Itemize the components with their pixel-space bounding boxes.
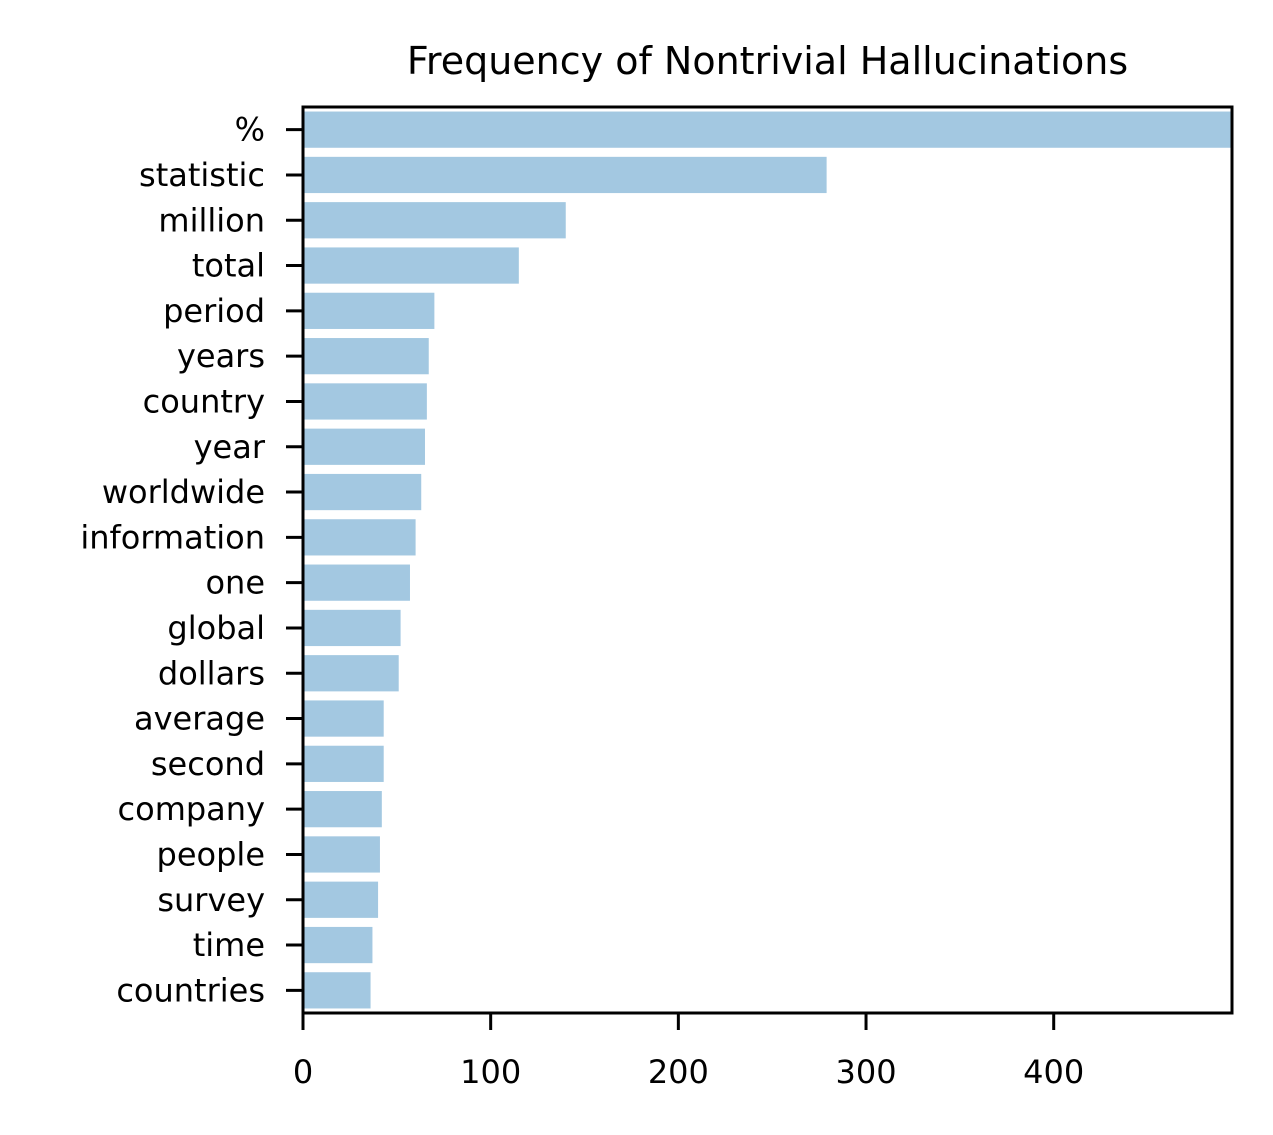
bar bbox=[303, 202, 566, 239]
x-tick-label: 400 bbox=[1023, 1053, 1084, 1091]
bar bbox=[303, 609, 401, 647]
chart-title: Frequency of Nontrivial Hallucinations bbox=[407, 39, 1128, 83]
x-axis-ticks: 0 100 200 300 400 bbox=[293, 1013, 1084, 1091]
bar bbox=[303, 655, 399, 692]
bar bbox=[303, 338, 429, 375]
bar bbox=[303, 791, 382, 828]
y-tick-label: country bbox=[143, 382, 265, 420]
bar bbox=[303, 926, 373, 964]
y-tick-label: second bbox=[151, 745, 265, 783]
bar bbox=[303, 836, 380, 873]
y-tick-label: years bbox=[177, 337, 265, 375]
y-tick-label: people bbox=[157, 835, 265, 873]
y-tick-label: total bbox=[192, 247, 265, 285]
y-axis-ticks: % statistic million total period years country… bbox=[80, 111, 303, 1009]
x-tick-label: 100 bbox=[460, 1053, 521, 1091]
bar bbox=[303, 700, 384, 737]
y-tick-label: % bbox=[235, 111, 265, 149]
bar bbox=[303, 247, 519, 284]
y-tick-label: global bbox=[167, 609, 265, 647]
x-tick-label: 300 bbox=[835, 1053, 896, 1091]
bar bbox=[303, 564, 410, 601]
y-tick-label: company bbox=[118, 790, 265, 828]
bar bbox=[303, 156, 827, 194]
bar bbox=[303, 972, 371, 1009]
y-tick-label: information bbox=[80, 518, 265, 556]
bar bbox=[303, 383, 427, 420]
bar bbox=[303, 745, 384, 782]
x-tick-label: 0 bbox=[293, 1053, 313, 1091]
bar bbox=[303, 292, 435, 329]
y-tick-label: countries bbox=[116, 971, 265, 1009]
y-tick-label: worldwide bbox=[102, 473, 265, 511]
bar bbox=[303, 473, 422, 511]
bar bbox=[303, 111, 1232, 148]
y-tick-label: survey bbox=[157, 881, 265, 919]
plot-frame bbox=[301, 105, 1234, 1015]
y-tick-label: year bbox=[194, 428, 266, 466]
y-tick-label: time bbox=[193, 926, 265, 964]
bar bbox=[303, 881, 379, 918]
bar bbox=[303, 519, 416, 556]
y-tick-label: average bbox=[134, 700, 265, 738]
bars-layer bbox=[303, 111, 1232, 1009]
y-tick-label: million bbox=[158, 201, 265, 239]
y-tick-label: period bbox=[163, 292, 265, 330]
y-tick-label: statistic bbox=[139, 156, 265, 194]
bar bbox=[303, 428, 425, 465]
y-tick-label: one bbox=[205, 564, 265, 602]
y-tick-label: dollars bbox=[158, 654, 265, 692]
x-tick-label: 200 bbox=[648, 1053, 709, 1091]
